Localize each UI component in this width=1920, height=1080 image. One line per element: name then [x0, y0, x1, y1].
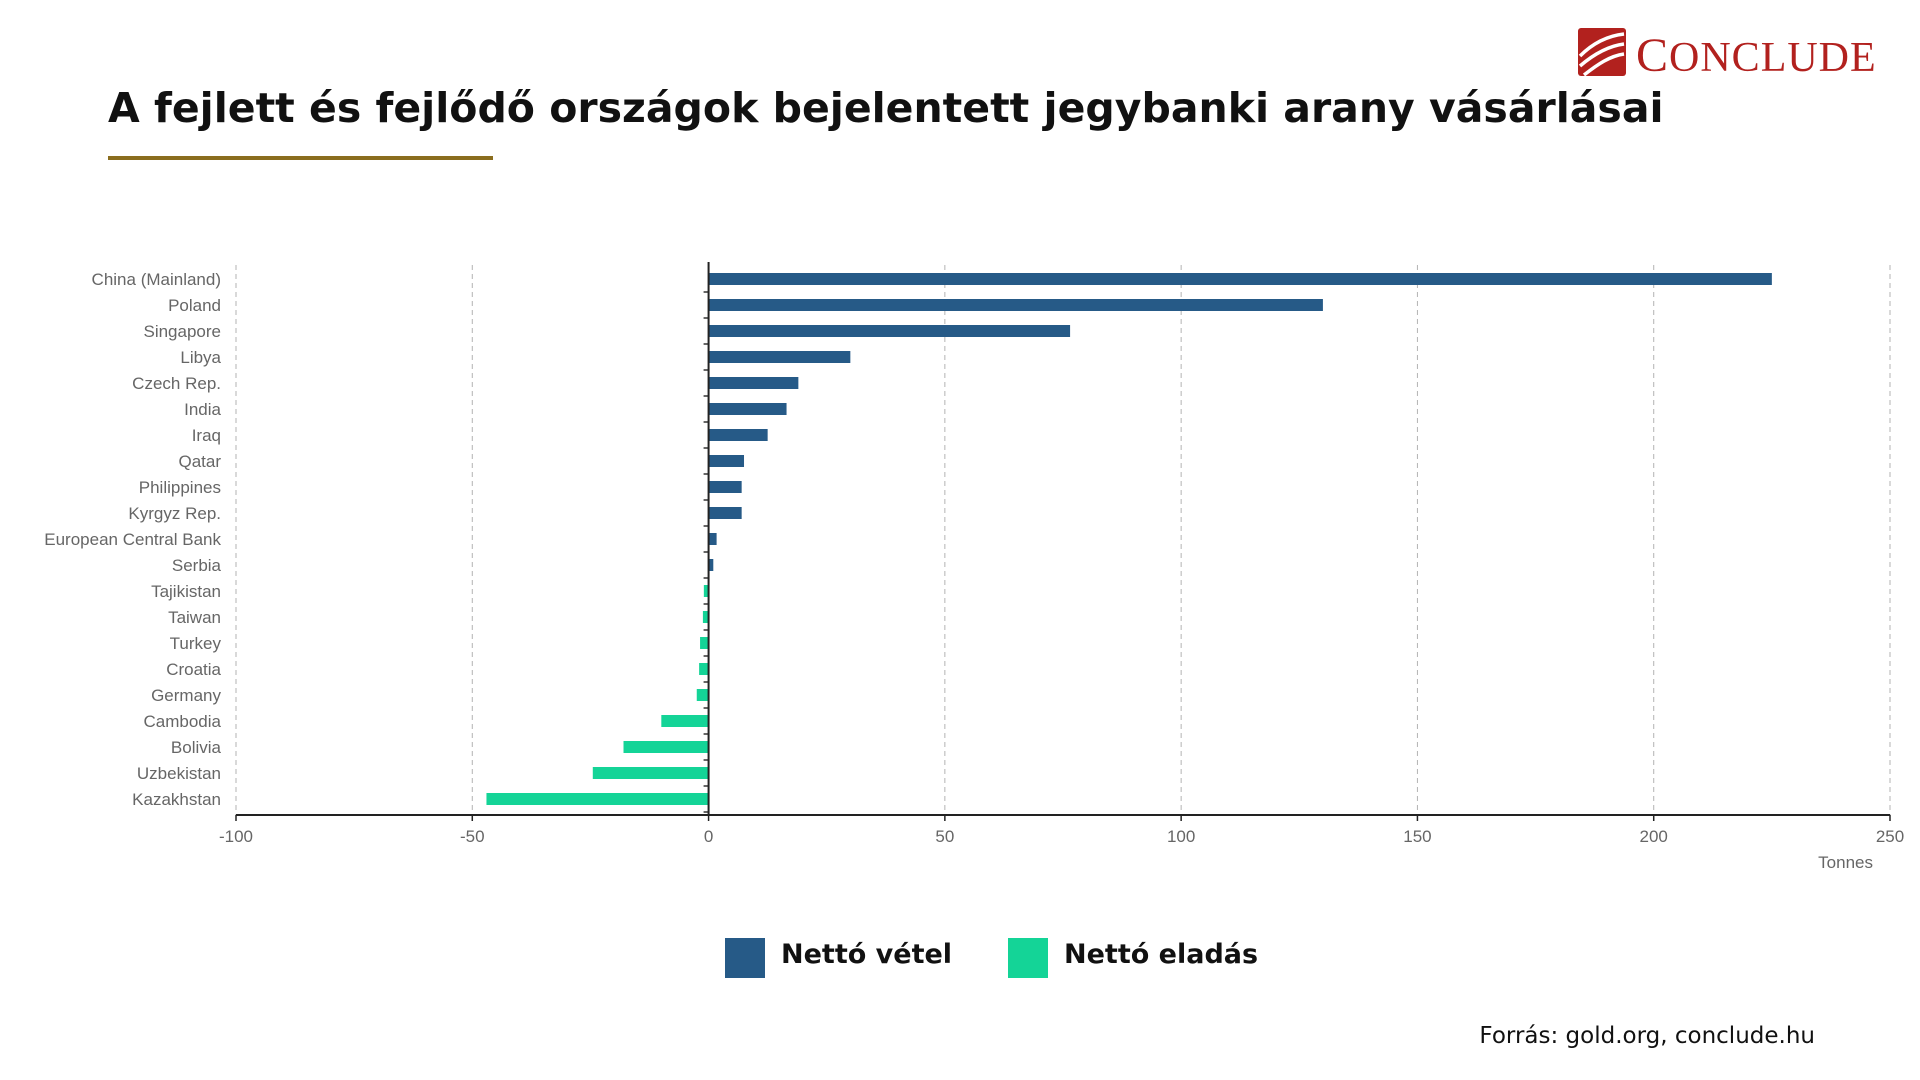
x-axis-unit-label: Tonnes — [1818, 853, 1873, 872]
x-tick-label: 0 — [704, 827, 713, 846]
title-underline — [108, 156, 493, 160]
x-tick-label: 150 — [1403, 827, 1431, 846]
category-label: Czech Rep. — [132, 374, 221, 393]
legend-swatch-sell — [1008, 938, 1048, 978]
legend-label-sell: Nettó eladás — [1064, 939, 1259, 970]
category-label: China (Mainland) — [92, 270, 221, 289]
bar — [623, 741, 709, 753]
bar — [699, 663, 709, 675]
grid-lines — [235, 265, 1891, 815]
category-label: Croatia — [166, 660, 221, 679]
x-tick-label: 50 — [935, 827, 954, 846]
conclude-logo: CONCLUDE — [1578, 22, 1898, 82]
bar — [708, 455, 745, 467]
category-label: Kazakhstan — [132, 790, 221, 809]
bar — [708, 559, 714, 571]
category-label: Philippines — [139, 478, 221, 497]
bar — [702, 611, 709, 623]
category-label: Germany — [151, 686, 221, 705]
x-tick-label: -100 — [219, 827, 253, 846]
x-tick-label: 100 — [1167, 827, 1195, 846]
category-label: Tajikistan — [151, 582, 221, 601]
category-label: Qatar — [178, 452, 221, 471]
legend-label-buy: Nettó vétel — [781, 939, 953, 970]
bar-chart: China (Mainland) Poland Singapore Libya Czec… — [44, 262, 1904, 872]
axes — [235, 262, 1891, 821]
source-note: Forrás: gold.org, conclude.hu — [1479, 1023, 1815, 1049]
conclude-logo-icon — [1578, 28, 1626, 76]
bar — [708, 351, 851, 363]
bar — [708, 403, 787, 415]
x-tick-labels: -100 -50 0 50 100 150 200 250 — [219, 827, 1904, 846]
bar — [592, 767, 709, 779]
category-labels: China (Mainland) Poland Singapore Libya Czec… — [44, 270, 221, 809]
legend-swatch-buy — [725, 938, 765, 978]
category-label: India — [184, 400, 221, 419]
conclude-logo-text: CONCLUDE — [1636, 28, 1877, 83]
category-label: Iraq — [192, 426, 221, 445]
bar — [708, 507, 742, 519]
category-label: Taiwan — [168, 608, 221, 627]
category-label: Bolivia — [171, 738, 222, 757]
bar — [708, 429, 768, 441]
logo-rest: ONCLUDE — [1669, 35, 1877, 81]
category-label: Kyrgyz Rep. — [128, 504, 221, 523]
category-label: Turkey — [170, 634, 222, 653]
category-label: Cambodia — [144, 712, 222, 731]
category-label: Poland — [168, 296, 221, 315]
category-label: Libya — [180, 348, 221, 367]
category-label: Uzbekistan — [137, 764, 221, 783]
bar — [486, 793, 709, 805]
category-label: Serbia — [172, 556, 222, 575]
bar — [696, 689, 709, 701]
logo-first-letter: C — [1636, 29, 1670, 82]
bar — [708, 481, 742, 493]
bar — [700, 637, 709, 649]
legend: Nettó vétel Nettó eladás — [0, 936, 1920, 980]
bars — [486, 273, 1772, 805]
category-label: Singapore — [143, 322, 221, 341]
x-tick-label: -50 — [460, 827, 485, 846]
bar — [708, 377, 799, 389]
bar — [661, 715, 709, 727]
x-tick-label: 250 — [1876, 827, 1904, 846]
bar — [708, 273, 1772, 285]
bar — [708, 533, 717, 545]
bar — [708, 325, 1071, 337]
category-label: European Central Bank — [44, 530, 221, 549]
bar — [708, 299, 1323, 311]
bar — [703, 585, 709, 597]
page-title: A fejlett és fejlődő országok bejelentet… — [108, 84, 1664, 132]
x-tick-label: 200 — [1640, 827, 1668, 846]
